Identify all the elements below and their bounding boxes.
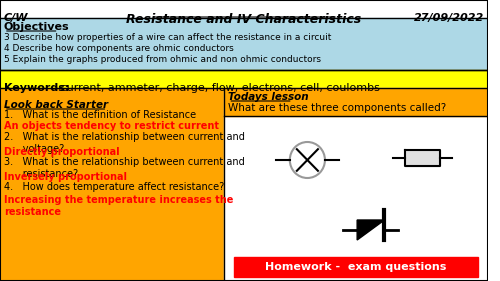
Text: Directly proportional: Directly proportional [4,147,119,157]
Text: Homework -  exam questions: Homework - exam questions [266,262,447,272]
Polygon shape [357,220,384,240]
Text: current, ammeter, charge, flow, electrons, cell, coulombs: current, ammeter, charge, flow, electron… [56,83,380,93]
Text: Increasing the temperature increases the
resistance: Increasing the temperature increases the… [4,195,234,217]
Text: Inversely proportional: Inversely proportional [4,172,127,182]
Text: Objectives: Objectives [4,22,70,32]
Text: C/W: C/W [4,13,28,23]
Text: What are these three components called?: What are these three components called? [228,103,446,113]
Bar [0,18,488,70]
Text: 5 Explain the graphs produced from ohmic and non ohmic conductors: 5 Explain the graphs produced from ohmic… [4,55,321,64]
Bar [224,88,488,116]
Bar [0,0,488,18]
Bar [234,257,478,277]
Text: 27/09/2022: 27/09/2022 [414,13,484,23]
Text: 1.   What is the definition of Resistance: 1. What is the definition of Resistance [4,110,196,120]
Text: 2.   What is the relationship between current and
      voltage?: 2. What is the relationship between curr… [4,132,245,154]
Text: 3 Describe how properties of a wire can affect the resistance in a circuit: 3 Describe how properties of a wire can … [4,33,332,42]
Text: 4 Describe how components are ohmic conductors: 4 Describe how components are ohmic cond… [4,44,234,53]
Text: Todays lesson: Todays lesson [228,92,309,102]
Text: An objects tendency to restrict current: An objects tendency to restrict current [4,121,219,131]
Bar [0,70,488,88]
Text: Resistance and IV Characteristics: Resistance and IV Characteristics [126,13,362,26]
Text: Look back Starter: Look back Starter [4,100,108,110]
Bar [224,88,488,281]
Text: Keywords:: Keywords: [4,83,70,93]
Bar [0,88,224,281]
Text: 4.   How does temperature affect resistance?: 4. How does temperature affect resistanc… [4,182,224,192]
Bar [405,150,440,166]
Text: 3.   What is the relationship between current and
      resistance?: 3. What is the relationship between curr… [4,157,244,179]
